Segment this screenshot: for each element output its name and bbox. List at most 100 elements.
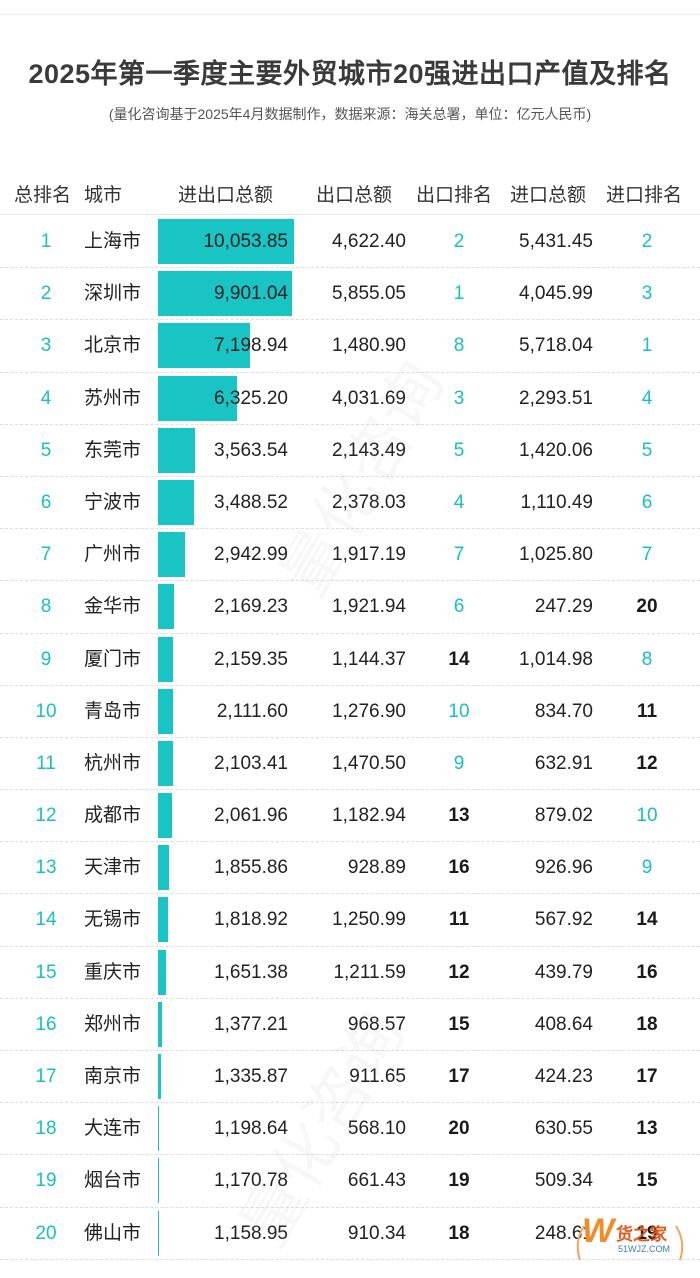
total-bar <box>158 479 194 525</box>
city-cell: 重庆市 <box>84 961 142 983</box>
header-total: 进出口总额 <box>178 185 274 206</box>
export-cell: 968.57 <box>347 1013 406 1035</box>
import-cell: 1,110.49 <box>520 491 593 513</box>
logo-mark: W <box>582 1212 615 1250</box>
import-cell: 834.70 <box>534 700 593 722</box>
total-cell: 2,111.60 <box>216 700 288 722</box>
total-bar <box>158 636 174 682</box>
total-cell: 6,325.20 <box>214 387 288 409</box>
total-bar <box>158 532 186 578</box>
city-cell: 郑州市 <box>84 1013 142 1035</box>
table-row: 11 杭州市 2,103.41 1,470.50 9 632.91 12 <box>0 738 700 791</box>
total-cell: 1,377.21 <box>214 1013 288 1035</box>
overall-rank-cell: 8 <box>40 596 52 618</box>
overall-rank-cell: 19 <box>35 1170 57 1192</box>
overall-rank-cell: 1 <box>40 231 52 252</box>
city-cell: 广州市 <box>84 544 142 566</box>
total-cell: 1,158.95 <box>214 1222 288 1244</box>
import-rank-cell: 4 <box>641 387 653 409</box>
table-row: 15 重庆市 1,651.38 1,211.59 12 439.79 16 <box>0 947 700 999</box>
import-cell: 424.23 <box>534 1066 593 1087</box>
overall-rank-cell: 10 <box>35 700 57 722</box>
overall-rank-cell: 16 <box>35 1013 57 1035</box>
city-cell: 青岛市 <box>84 700 142 722</box>
import-rank-cell: 14 <box>636 909 658 931</box>
total-bar <box>158 323 251 369</box>
city-cell: 东莞市 <box>84 439 142 461</box>
export-rank-cell: 18 <box>448 1222 470 1244</box>
overall-rank-cell: 14 <box>35 909 57 931</box>
chart-title: 2025年第一季度主要外贸城市20强进出口产值及排名 <box>28 59 672 89</box>
export-cell: 1,917.19 <box>332 544 406 566</box>
total-cell: 3,563.54 <box>214 439 288 461</box>
export-cell: 4,622.40 <box>332 231 406 252</box>
export-rank-cell: 4 <box>453 491 465 513</box>
import-cell: 1,014.98 <box>519 648 593 670</box>
total-cell: 1,818.92 <box>214 909 288 931</box>
import-rank-cell: 1 <box>641 335 653 357</box>
city-cell: 大连市 <box>84 1118 142 1140</box>
city-cell: 厦门市 <box>84 648 142 670</box>
total-cell: 2,942.99 <box>214 544 288 566</box>
export-cell: 1,250.99 <box>332 909 406 931</box>
city-cell: 深圳市 <box>84 283 142 305</box>
export-cell: 1,921.94 <box>332 596 406 618</box>
chart-subtitle: (量化咨询基于2025年4月数据制作，数据来源：海关总署，单位：亿元人民币) <box>108 106 592 122</box>
import-rank-cell: 5 <box>641 439 653 461</box>
import-rank-cell: 3 <box>641 283 653 305</box>
table-row: 12 成都市 2,061.96 1,182.94 13 879.02 10 <box>0 790 700 843</box>
header-divider <box>0 214 700 215</box>
overall-rank-cell: 15 <box>35 961 57 983</box>
export-rank-cell: 6 <box>453 596 465 618</box>
export-rank-cell: 14 <box>448 648 470 670</box>
export-rank-cell: 19 <box>448 1170 470 1192</box>
import-rank-cell: 13 <box>636 1118 658 1140</box>
export-rank-cell: 9 <box>453 752 465 774</box>
total-bar <box>158 949 166 995</box>
overall-rank-cell: 18 <box>35 1118 57 1140</box>
export-rank-cell: 8 <box>453 335 465 357</box>
import-rank-cell: 11 <box>636 700 658 722</box>
total-bar <box>158 375 237 421</box>
import-rank-cell: 10 <box>636 805 658 827</box>
total-bar <box>158 584 174 630</box>
total-bar <box>158 219 294 264</box>
table-row: 16 郑州市 1,377.21 968.57 15 408.64 18 <box>0 999 700 1051</box>
top-divider <box>0 14 700 15</box>
export-cell: 2,378.03 <box>332 491 406 513</box>
city-cell: 天津市 <box>84 857 142 879</box>
total-bar <box>158 427 195 473</box>
import-rank-cell: 17 <box>636 1066 658 1087</box>
import-rank-cell: 20 <box>636 596 658 618</box>
import-cell: 2,293.51 <box>519 387 593 409</box>
city-cell: 杭州市 <box>84 752 142 774</box>
overall-rank-cell: 11 <box>36 752 56 774</box>
header-city: 城市 <box>84 185 123 206</box>
total-bar <box>158 740 173 786</box>
export-cell: 910.34 <box>347 1222 406 1244</box>
import-cell: 4,045.99 <box>519 283 593 305</box>
city-cell: 北京市 <box>84 335 142 357</box>
export-cell: 1,276.90 <box>332 700 406 722</box>
table-row: 20 佛山市 1,158.95 910.34 18 248.61 19 <box>0 1208 700 1260</box>
export-cell: 928.89 <box>347 857 406 879</box>
overall-rank-cell: 12 <box>35 805 57 827</box>
total-bar <box>158 897 169 943</box>
table-row: 19 烟台市 1,170.78 661.43 19 509.34 15 <box>0 1155 700 1208</box>
total-cell: 2,103.41 <box>214 752 288 774</box>
overall-rank-cell: 6 <box>40 491 52 513</box>
import-rank-cell: 19 <box>636 1222 658 1244</box>
import-cell: 408.64 <box>534 1013 593 1035</box>
import-cell: 439.79 <box>534 961 593 983</box>
import-rank-cell: 8 <box>641 648 653 670</box>
export-rank-cell: 20 <box>448 1118 470 1140</box>
city-cell: 佛山市 <box>84 1222 142 1244</box>
export-cell: 4,031.69 <box>332 387 406 409</box>
total-cell: 10,053.85 <box>203 231 288 252</box>
overall-rank-cell: 2 <box>40 283 52 305</box>
city-cell: 苏州市 <box>84 387 142 409</box>
table-row: 2 深圳市 9,901.04 5,855.05 1 4,045.99 3 <box>0 268 700 321</box>
export-cell: 1,211.59 <box>333 961 406 983</box>
header-overall-rank: 总排名 <box>14 185 72 206</box>
export-cell: 1,480.90 <box>332 335 406 357</box>
